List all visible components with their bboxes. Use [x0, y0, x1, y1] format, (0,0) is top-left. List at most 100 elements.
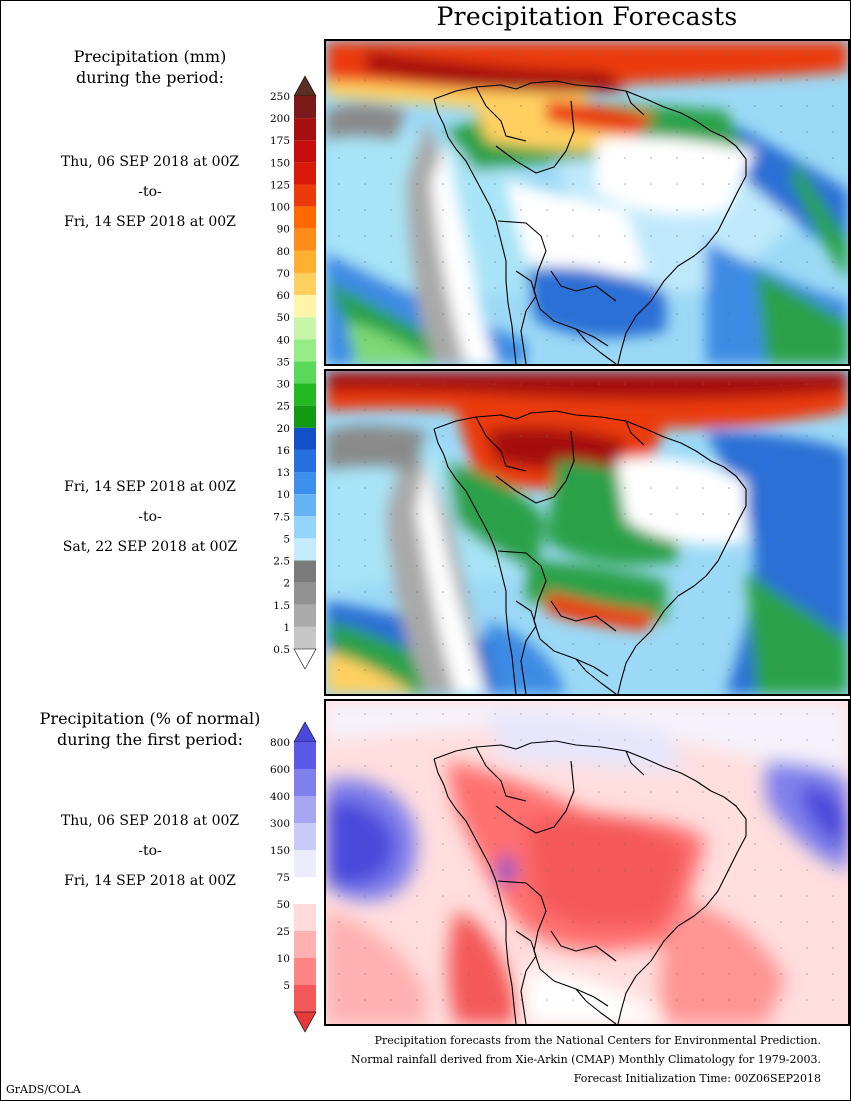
precip-colorbar: 250 200 175 150 125 100 90 80 70 60 50 40 35 30 25 20 16…: [260, 70, 322, 670]
pct-colorbar-tick-label: 150: [270, 845, 290, 857]
period2-start: Fri, 14 SEP 2018 at 00Z: [64, 479, 236, 495]
precip-colorbar-tick-label: 1: [283, 622, 290, 634]
period3-start: Thu, 06 SEP 2018 at 00Z: [60, 813, 240, 829]
precip-colorbar-swatch: [294, 295, 316, 318]
precip-map-period1: [324, 39, 850, 366]
precip-colorbar-swatch: [294, 472, 316, 495]
period1-end: Fri, 14 SEP 2018 at 00Z: [64, 214, 236, 230]
pct-colorbar-tick-label: 800: [270, 737, 290, 749]
pct-header-line2: during the first period:: [56, 730, 244, 749]
pct-colorbar-tick-label: 75: [277, 872, 290, 884]
precip-colorbar-swatch: [294, 427, 316, 450]
precip-colorbar-swatch: [294, 140, 316, 163]
precip-colorbar-swatch: [294, 626, 316, 649]
pct-colorbar: 800 600 400 300 150 75 50 25 10 5: [260, 712, 322, 1033]
precip-colorbar-swatch: [294, 604, 316, 627]
period3-end: Fri, 14 SEP 2018 at 00Z: [64, 873, 236, 889]
precip-colorbar-swatch: [294, 582, 316, 605]
pct-colorbar-tick-label: 50: [277, 899, 290, 911]
precip-colorbar-tick-label: 60: [277, 290, 290, 302]
precip-colorbar-tick-label: 125: [270, 179, 290, 191]
precip-colorbar-tick-label: 250: [270, 91, 290, 103]
pct-colorbar-top-cap: [293, 721, 317, 743]
precip-colorbar-tick-label: 0.5: [273, 644, 290, 656]
precip-colorbar-swatch: [294, 516, 316, 539]
precip-colorbar-tick-label: 35: [277, 356, 290, 368]
precip-colorbar-tick-label: 5: [283, 533, 290, 545]
precip-colorbar-swatch: [294, 228, 316, 251]
precip-colorbar-tick-label: 30: [277, 379, 290, 391]
footer-notes: Precipitation forecasts from the Nationa…: [351, 1031, 821, 1088]
precip-colorbar-tick-label: 50: [277, 312, 290, 324]
page-title: Precipitation Forecasts: [436, 2, 738, 31]
period2-text: Fri, 14 SEP 2018 at 00Z -to- Sat, 22 SEP…: [20, 479, 280, 555]
precip-colorbar-swatch: [294, 250, 316, 273]
precip-colorbar-swatch: [294, 272, 316, 296]
precip-colorbar-tick-label: 1.5: [273, 600, 290, 612]
precip-colorbar-tick-label: 70: [277, 268, 290, 280]
precip-header: Precipitation (mm) during the period:: [20, 46, 280, 88]
precip-colorbar-swatch: [294, 538, 316, 561]
precip-colorbar-tick-label: 175: [270, 135, 290, 147]
pct-colorbar-swatch: [294, 823, 316, 850]
footer-line-1: Precipitation forecasts from the Nationa…: [374, 1034, 821, 1047]
pct-colorbar-swatch: [294, 796, 316, 823]
pct-header: Precipitation (% of normal) during the f…: [20, 708, 280, 750]
pct-colorbar-tick-label: 600: [270, 764, 290, 776]
precip-colorbar-tick-label: 200: [270, 113, 290, 125]
precip-colorbar-top-cap: [293, 75, 317, 97]
pct-colorbar-swatch: [294, 985, 316, 1012]
precip-colorbar-swatch: [294, 184, 316, 207]
precip-colorbar-swatch: [294, 449, 316, 473]
grads-credit: GrADS/COLA: [6, 1083, 81, 1096]
precip-map-period2: [324, 369, 850, 696]
pct-colorbar-tick-label: 400: [270, 791, 290, 803]
precip-colorbar-swatch: [294, 405, 316, 428]
period3-text: Thu, 06 SEP 2018 at 00Z -to- Fri, 14 SEP…: [20, 813, 280, 889]
precip-colorbar-tick-label: 90: [277, 224, 290, 236]
precip-colorbar-tick-label: 2: [283, 578, 290, 590]
precip-colorbar-swatch: [294, 560, 316, 583]
period2-to: -to-: [138, 509, 162, 525]
pct-colorbar-swatch: [294, 742, 316, 769]
pct-colorbar-swatch: [294, 931, 316, 958]
pct-normal-map: [324, 699, 850, 1026]
pct-colorbar-bottom-cap: [293, 1011, 317, 1033]
pct-colorbar-swatch: [294, 769, 316, 796]
pct-colorbar-graphic: 800 600 400 300 150 75 50 25 10 5: [270, 721, 317, 1033]
precip-header-line1: Precipitation (mm): [73, 47, 227, 66]
precip-colorbar-swatch: [294, 494, 316, 517]
precip-colorbar-tick-label: 150: [270, 157, 290, 169]
pct-colorbar-tick-label: 5: [283, 980, 290, 992]
precip-colorbar-swatch: [294, 317, 316, 340]
precip-colorbar-tick-label: 10: [277, 489, 290, 501]
precip-colorbar-tick-label: 16: [277, 445, 291, 457]
precip-colorbar-swatch: [294, 383, 316, 406]
pct-header-line1: Precipitation (% of normal): [39, 709, 261, 728]
pct-colorbar-swatch: [294, 904, 316, 931]
precip-colorbar-tick-label: 25: [277, 401, 290, 413]
precip-colorbar-swatch: [294, 96, 316, 119]
precip-colorbar-swatch: [294, 339, 316, 362]
precip-colorbar-tick-label: 2.5: [273, 556, 290, 568]
precip-colorbar-tick-label: 7.5: [273, 511, 290, 523]
footer-line-3: Forecast Initialization Time: 00Z06SEP20…: [573, 1072, 821, 1085]
period1-to: -to-: [138, 184, 162, 200]
period1-text: Thu, 06 SEP 2018 at 00Z -to- Fri, 14 SEP…: [20, 154, 280, 230]
precip-colorbar-graphic: 2502001751501251009080706050403530252016…: [270, 75, 317, 670]
precip-header-line2: during the period:: [76, 68, 224, 87]
precip-colorbar-swatch: [294, 162, 316, 185]
precip-colorbar-swatch: [294, 118, 316, 141]
precip-colorbar-tick-label: 80: [277, 246, 290, 258]
pct-colorbar-tick-label: 25: [277, 926, 290, 938]
pct-colorbar-swatch: [294, 850, 316, 877]
precip-colorbar-tick-label: 40: [277, 334, 290, 346]
pct-colorbar-tick-label: 300: [270, 818, 290, 830]
pct-colorbar-swatch: [294, 958, 316, 985]
pct-colorbar-swatch: [294, 877, 316, 904]
precip-colorbar-bottom-cap: [293, 648, 317, 670]
pct-colorbar-tick-label: 10: [277, 953, 290, 965]
precip-colorbar-tick-label: 100: [270, 202, 290, 214]
footer-line-2: Normal rainfall derived from Xie-Arkin (…: [351, 1053, 821, 1066]
precip-colorbar-tick-label: 13: [277, 467, 290, 479]
